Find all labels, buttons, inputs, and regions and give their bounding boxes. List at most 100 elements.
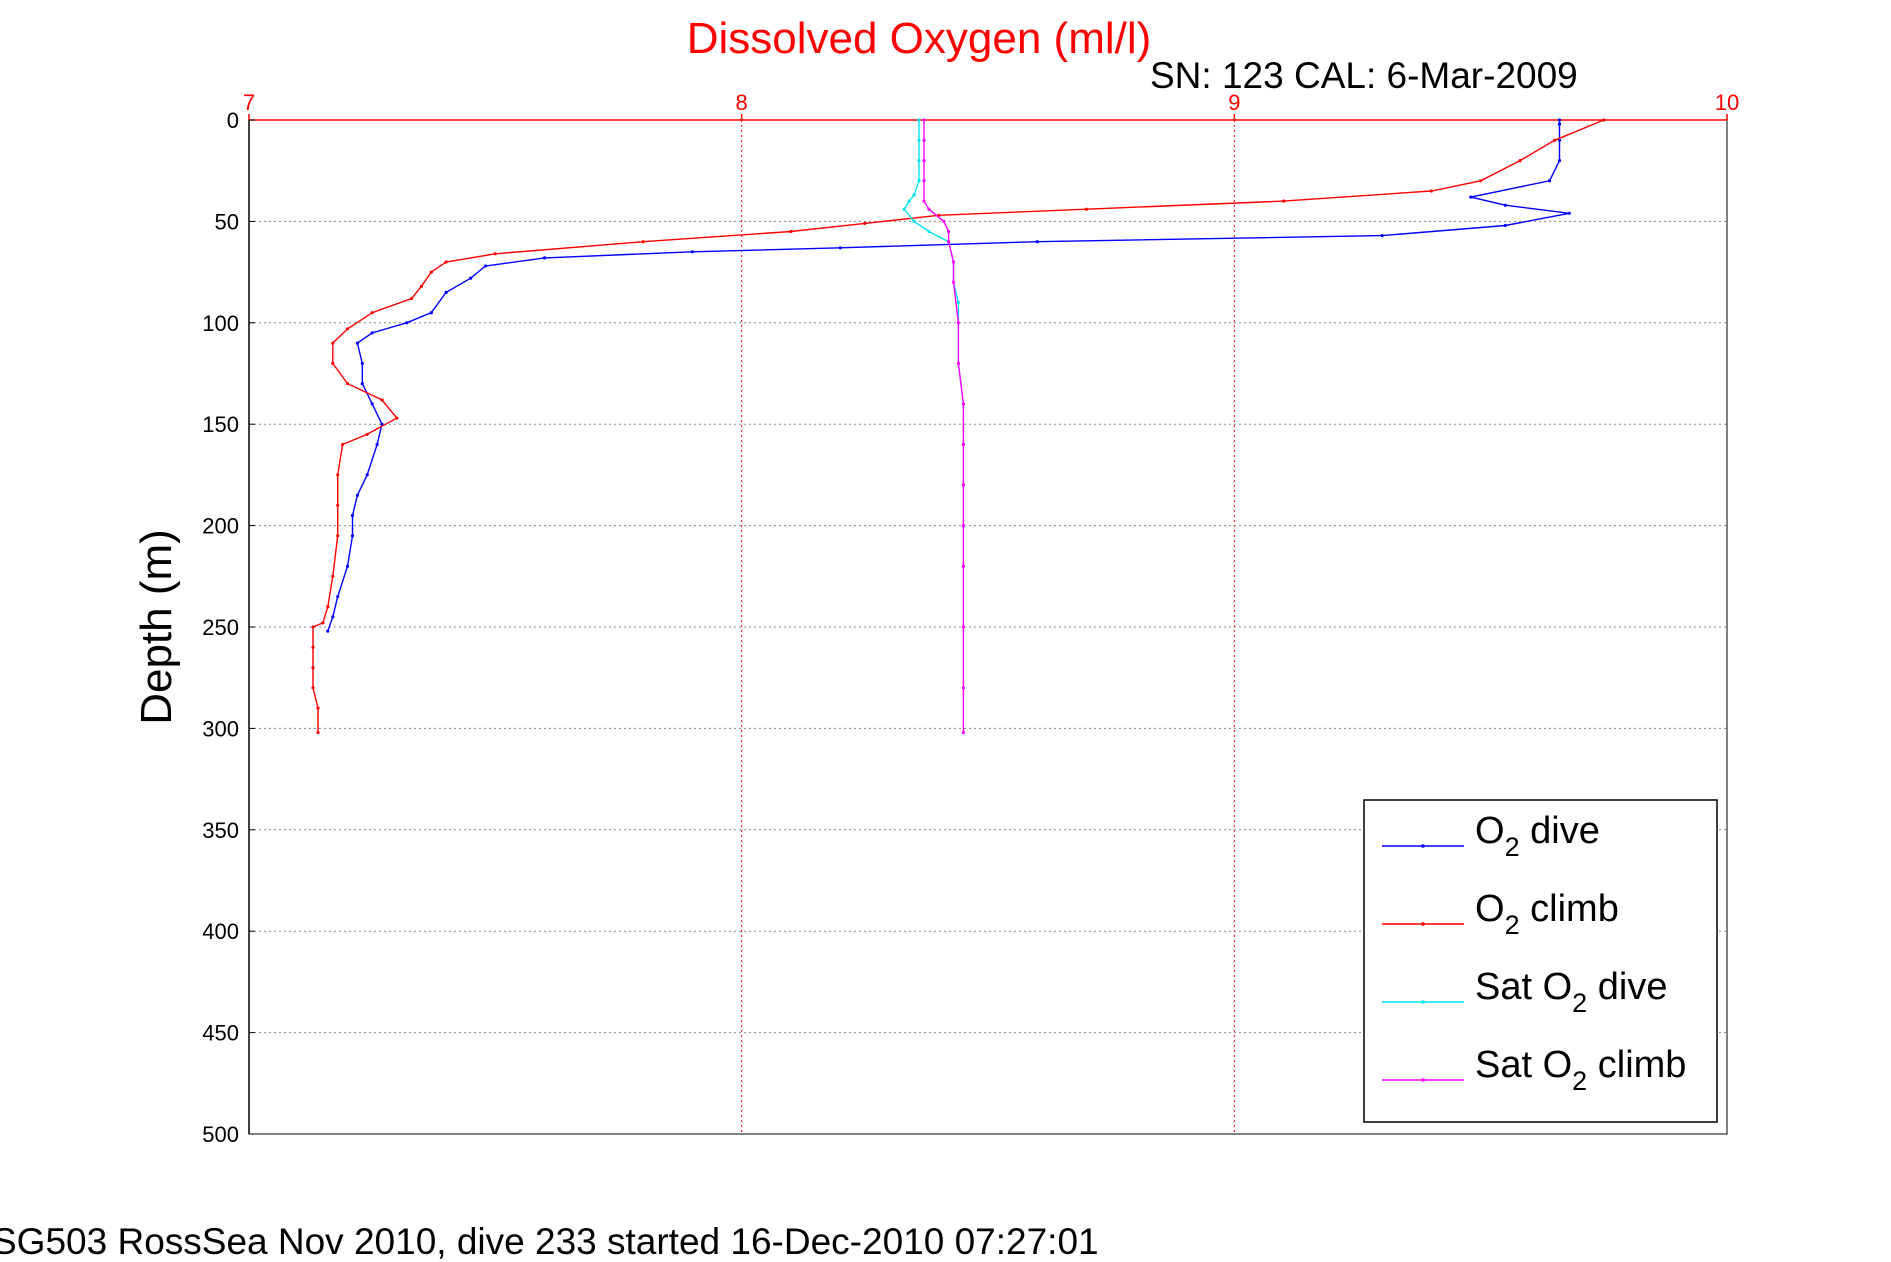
data-point-o2-climb xyxy=(331,574,335,578)
data-point-sat-o2-climb xyxy=(956,361,961,365)
data-point-sat-o2-dive xyxy=(907,199,911,203)
data-point-o2-climb xyxy=(331,341,335,345)
data-point-o2-dive xyxy=(350,513,355,518)
data-point-sat-o2-climb xyxy=(956,321,961,325)
data-point-o2-dive xyxy=(690,250,695,254)
data-point-o2-climb xyxy=(370,311,374,315)
data-point-o2-climb xyxy=(429,270,433,274)
legend-marker-o2-climb xyxy=(1421,922,1425,926)
chart-title: Dissolved Oxygen (ml/l) xyxy=(687,14,1152,63)
legend-marker-sat-o2-climb xyxy=(1421,1078,1425,1082)
data-point-o2-dive xyxy=(1557,138,1562,142)
data-point-o2-climb xyxy=(1479,179,1483,183)
y-tick-label: 100 xyxy=(202,311,239,336)
data-point-sat-o2-climb xyxy=(961,686,966,690)
data-point-o2-climb xyxy=(331,361,335,365)
data-point-o2-climb xyxy=(316,706,320,710)
y-tick-label: 0 xyxy=(227,108,239,133)
data-point-o2-dive xyxy=(405,321,409,325)
data-point-o2-climb xyxy=(311,625,315,629)
y-axis-label: Depth (m) xyxy=(132,529,181,725)
data-series xyxy=(311,118,1606,735)
data-point-sat-o2-climb xyxy=(961,625,966,629)
data-point-o2-climb xyxy=(641,240,645,244)
data-point-sat-o2-climb xyxy=(961,442,966,447)
data-point-sat-o2-climb xyxy=(951,260,956,264)
data-point-o2-dive xyxy=(360,361,364,365)
data-point-o2-dive xyxy=(331,615,335,619)
data-point-o2-dive xyxy=(1035,240,1039,244)
data-point-sat-o2-climb xyxy=(922,138,926,142)
data-point-sat-o2-dive xyxy=(912,219,916,223)
data-point-o2-dive xyxy=(469,276,473,280)
data-point-o2-climb xyxy=(326,605,330,609)
y-tick-label: 250 xyxy=(202,615,239,640)
data-point-o2-climb xyxy=(341,442,345,447)
data-point-o2-climb xyxy=(321,621,325,625)
y-tick-label: 200 xyxy=(202,514,239,539)
data-point-o2-climb xyxy=(336,473,340,477)
data-point-o2-dive xyxy=(370,331,374,335)
data-point-o2-dive xyxy=(1557,122,1562,126)
data-point-o2-dive xyxy=(375,442,379,447)
data-point-o2-dive xyxy=(1503,223,1507,228)
data-point-sat-o2-dive xyxy=(956,300,961,305)
data-point-o2-climb xyxy=(316,730,320,735)
data-point-o2-climb xyxy=(493,252,497,256)
y-tick-label: 150 xyxy=(202,412,239,437)
data-point-sat-o2-dive xyxy=(917,179,921,183)
data-point-o2-climb xyxy=(1518,159,1522,163)
series-line-o2-dive xyxy=(327,120,1570,632)
legend-label-sat-o2-dive: Sat O2 dive xyxy=(1475,966,1667,1018)
data-point-sat-o2-climb xyxy=(961,730,966,735)
data-point-o2-dive xyxy=(360,382,364,386)
data-point-o2-climb xyxy=(419,284,423,288)
series-line-o2-climb xyxy=(312,119,1605,733)
data-point-o2-dive xyxy=(355,493,359,497)
data-point-o2-climb xyxy=(1602,118,1606,122)
y-tick-label: 500 xyxy=(202,1122,239,1147)
data-point-o2-dive xyxy=(1557,118,1562,122)
chart-subtitle: SN: 123 CAL: 6-Mar-2009 xyxy=(1150,55,1578,96)
data-point-o2-dive xyxy=(838,246,842,250)
data-point-o2-dive xyxy=(483,264,488,268)
data-point-o2-dive xyxy=(444,290,448,294)
data-point-sat-o2-dive xyxy=(917,118,921,122)
data-point-o2-climb xyxy=(863,221,867,225)
data-point-o2-climb xyxy=(311,645,315,649)
data-point-o2-climb xyxy=(1553,138,1557,142)
x-tick-label: 10 xyxy=(1715,90,1739,115)
data-point-o2-dive xyxy=(1469,195,1473,199)
data-point-sat-o2-dive xyxy=(927,229,931,234)
data-point-o2-dive xyxy=(1380,234,1384,238)
data-point-sat-o2-climb xyxy=(922,118,926,122)
data-point-sat-o2-dive xyxy=(912,193,916,197)
data-point-o2-dive xyxy=(365,473,369,477)
data-point-sat-o2-climb xyxy=(927,207,931,211)
data-point-o2-dive xyxy=(429,311,433,315)
y-tick-label: 450 xyxy=(202,1021,239,1046)
y-tick-label: 400 xyxy=(202,919,239,944)
data-point-o2-climb xyxy=(336,534,340,538)
data-point-o2-dive xyxy=(350,534,355,538)
data-point-sat-o2-climb xyxy=(922,159,926,163)
data-point-sat-o2-climb xyxy=(947,240,951,244)
data-point-o2-dive xyxy=(1567,211,1571,215)
legend-label-o2-climb: O2 climb xyxy=(1475,888,1619,940)
data-point-sat-o2-climb xyxy=(947,229,951,234)
data-point-o2-dive xyxy=(326,629,330,633)
data-point-o2-climb xyxy=(345,327,350,331)
data-point-o2-dive xyxy=(1503,203,1507,207)
data-point-o2-climb xyxy=(311,686,315,690)
data-point-sat-o2-dive xyxy=(917,159,921,163)
x-tick-labels: 7 8 9 10 xyxy=(243,90,1739,120)
data-point-o2-climb xyxy=(336,503,340,507)
data-point-sat-o2-climb xyxy=(922,179,926,183)
x-tick-label: 7 xyxy=(243,90,255,115)
data-point-sat-o2-climb xyxy=(942,219,946,223)
legend-marker-o2-dive xyxy=(1421,844,1425,848)
data-point-sat-o2-dive xyxy=(902,207,906,211)
data-point-o2-climb xyxy=(1084,207,1089,211)
data-point-o2-dive xyxy=(370,402,374,406)
